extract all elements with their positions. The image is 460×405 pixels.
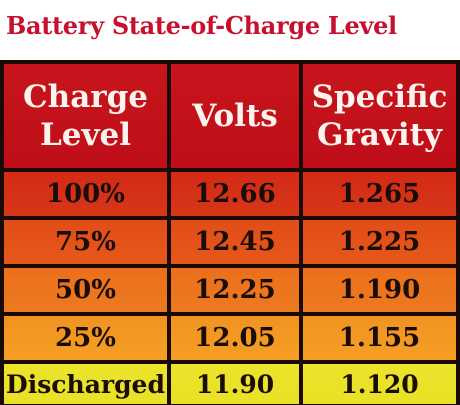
header-charge-level: Charge Level [4,64,167,168]
table-row: 50% 12.25 1.190 [0,268,460,312]
header-charge-level-line2: Level [39,117,132,153]
charge-level-cell: 100% [4,172,167,216]
header-specific-gravity-line1: Specific [311,79,448,115]
volts-cell: 11.90 [171,364,299,404]
specific-gravity-cell: 1.225 [303,220,456,264]
header-specific-gravity: Specific Gravity [303,64,456,168]
specific-gravity-cell: 1.155 [303,316,456,360]
table-row: 75% 12.45 1.225 [0,220,460,264]
specific-gravity-cell: 1.190 [303,268,456,312]
charge-level-cell: 50% [4,268,167,312]
table-row: 25% 12.05 1.155 [0,316,460,360]
table-row: 100% 12.66 1.265 [0,172,460,216]
header-specific-gravity-line2: Gravity [316,117,442,153]
specific-gravity-cell: 1.120 [303,364,456,404]
charge-level-cell: 25% [4,316,167,360]
page-title: Battery State-of-Charge Level [6,11,397,40]
volts-cell: 12.45 [171,220,299,264]
charge-table: Charge Level Volts Specific Gravity 100%… [0,60,460,405]
volts-cell: 12.25 [171,268,299,312]
charge-level-cell: 75% [4,220,167,264]
charge-level-cell: Discharged [4,364,167,404]
table-header-row: Charge Level Volts Specific Gravity [0,64,460,168]
volts-cell: 12.05 [171,316,299,360]
header-volts: Volts [171,64,299,168]
volts-cell: 12.66 [171,172,299,216]
specific-gravity-cell: 1.265 [303,172,456,216]
table-row: Discharged 11.90 1.120 [0,364,460,404]
header-charge-level-line1: Charge [22,79,149,115]
